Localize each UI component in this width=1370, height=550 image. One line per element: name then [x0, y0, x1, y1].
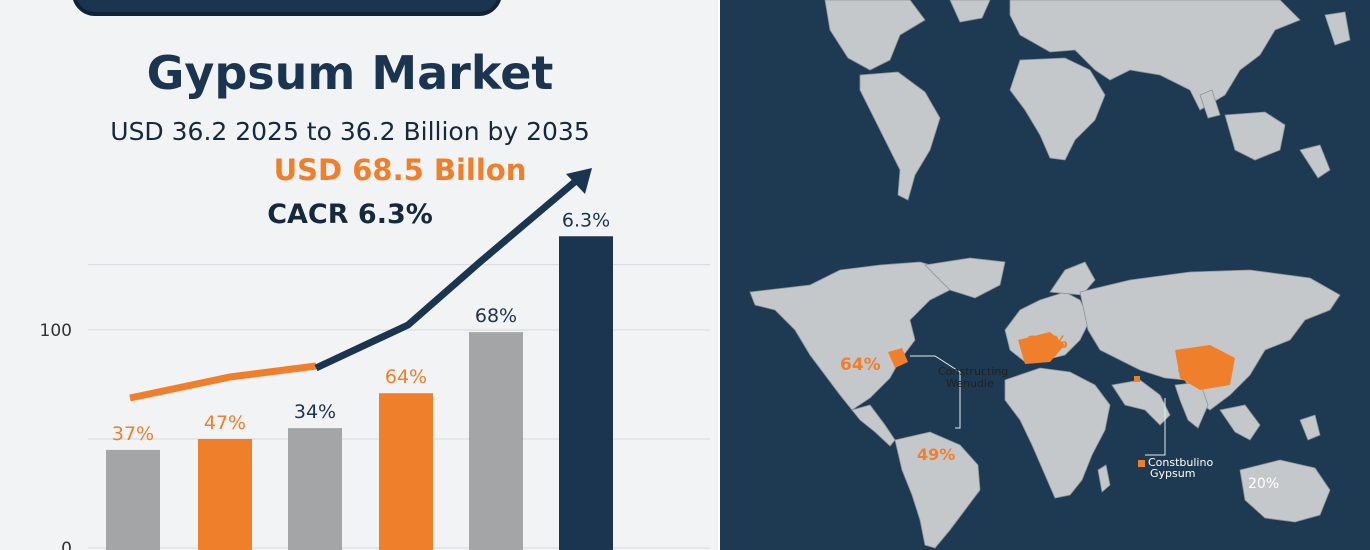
bar-value-label: 34% [294, 401, 336, 423]
world-map-bottom [749, 257, 1341, 549]
map-connectors [910, 355, 1166, 456]
bar-value-label: 47% [204, 412, 246, 434]
highlight-marker [1134, 376, 1140, 382]
cagr-label: CACR 6.3% [267, 199, 433, 230]
bar-value-label: 64% [385, 366, 427, 388]
chart-title: Gypsum Market [146, 46, 554, 100]
bar [288, 428, 342, 550]
highlight-europe [1018, 332, 1065, 364]
trend-line-orange [129, 362, 317, 402]
bar [198, 439, 252, 550]
bar-value-label: 68% [475, 305, 517, 327]
map-annotation-3: Constbulino [1148, 456, 1213, 469]
world-map: 64% 28% 28% 49% 20% Constructing Wenudie… [749, 0, 1351, 549]
bar [106, 449, 160, 550]
map-label-asia: 28% [1177, 357, 1218, 377]
bar-value-label: 6.3% [562, 209, 610, 231]
bar-labels: 37% 47% 34% 64% 68% 6.3% [112, 209, 610, 445]
bar-chart: 0 100 37% 47% 34% 64% 68% 6.3% [40, 168, 710, 550]
map-annotation-4: Gypsum [1150, 467, 1195, 480]
bar-value-label: 37% [112, 423, 154, 445]
y-tick-label: 0 [61, 539, 72, 550]
trend-line-navy [314, 177, 580, 372]
map-label-south-america: 49% [917, 445, 955, 464]
bar [469, 332, 523, 550]
map-annotation-1: Constructing [938, 365, 1008, 378]
bar [559, 236, 613, 550]
highlight-usa [888, 348, 908, 368]
trend-line [129, 168, 592, 402]
map-highlights [888, 332, 1235, 467]
map-annotation-2: Wenudie [946, 377, 994, 390]
map-labels: 64% 28% 28% 49% 20% Constructing Wenudie… [840, 333, 1279, 492]
market-value: USD 68.5 Billon [273, 153, 527, 187]
bar [379, 393, 433, 550]
map-label-europe: 28% [1027, 333, 1068, 353]
panel-divider [718, 0, 720, 550]
trend-arrow-head [566, 168, 592, 194]
y-axis-ticks: 0 100 [40, 321, 72, 550]
world-map-top [824, 0, 1351, 201]
map-label-australia: 20% [1248, 476, 1279, 492]
y-tick-label: 100 [40, 321, 72, 341]
chart-subtitle: USD 36.2 2025 to 36.2 Billion by 2035 [110, 117, 590, 146]
highlight-asia [1175, 345, 1235, 390]
world-map-panel: 64% 28% 28% 49% 20% Constructing Wenudie… [720, 0, 1370, 550]
bars [106, 236, 613, 550]
legend-swatch [1138, 460, 1145, 467]
chart-panel: Gypsum Market USD 36.2 2025 to 36.2 Bill… [39, 0, 710, 550]
map-label-north-america: 64% [840, 355, 881, 375]
